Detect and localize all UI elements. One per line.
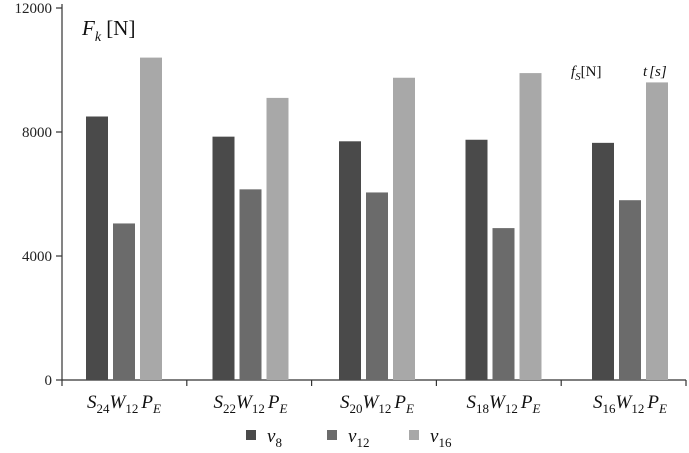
bar-v16-20 <box>393 77 415 380</box>
annotation-t: t [s] <box>643 64 667 80</box>
legend-label: v16 <box>430 426 452 450</box>
axes: 0 4000 8000 12000 <box>15 1 687 389</box>
bar-v16-22 <box>266 97 289 381</box>
annotation-fs: fS[N] <box>571 64 602 83</box>
legend-swatch <box>409 430 419 440</box>
legend-swatch <box>246 430 256 440</box>
bars <box>86 57 668 381</box>
bar-v8-22 <box>212 136 235 380</box>
labels: S24W12 PE S22W12 PE S20W12 PE S18W12 PE S16W12 PE… <box>81 16 667 416</box>
bar-v12-16 <box>619 200 641 380</box>
category-label: S18W12 PE <box>467 392 541 416</box>
legend-swatch <box>327 430 337 440</box>
legend: v8 v12 v16 <box>246 426 452 450</box>
bar-v12-24 <box>113 223 135 380</box>
bar-v16-18 <box>519 73 542 380</box>
legend-label: v12 <box>348 426 369 450</box>
bar-v16-16 <box>646 82 668 381</box>
bar-v16-24 <box>140 57 162 380</box>
bar-v12-22 <box>239 189 262 380</box>
bar-v8-24 <box>86 116 108 380</box>
y-tick-label: 4000 <box>22 249 52 265</box>
y-tick-label: 12000 <box>15 1 53 17</box>
bar-v8-18 <box>465 139 488 380</box>
y-tick-label: 8000 <box>22 125 52 141</box>
y-axis-label: Fk [N] <box>81 16 135 45</box>
y-tick-label: 0 <box>45 373 53 389</box>
category-label: S22W12 PE <box>214 392 288 416</box>
category-label: S16W12 PE <box>593 392 667 416</box>
category-label: S20W12 PE <box>340 392 414 416</box>
legend-label: v8 <box>267 426 282 450</box>
bar-v12-20 <box>366 192 388 380</box>
bar-v8-20 <box>339 141 361 380</box>
category-label: S24W12 PE <box>87 392 161 416</box>
bar-v8-16 <box>592 142 614 380</box>
bar-v12-18 <box>492 228 515 380</box>
